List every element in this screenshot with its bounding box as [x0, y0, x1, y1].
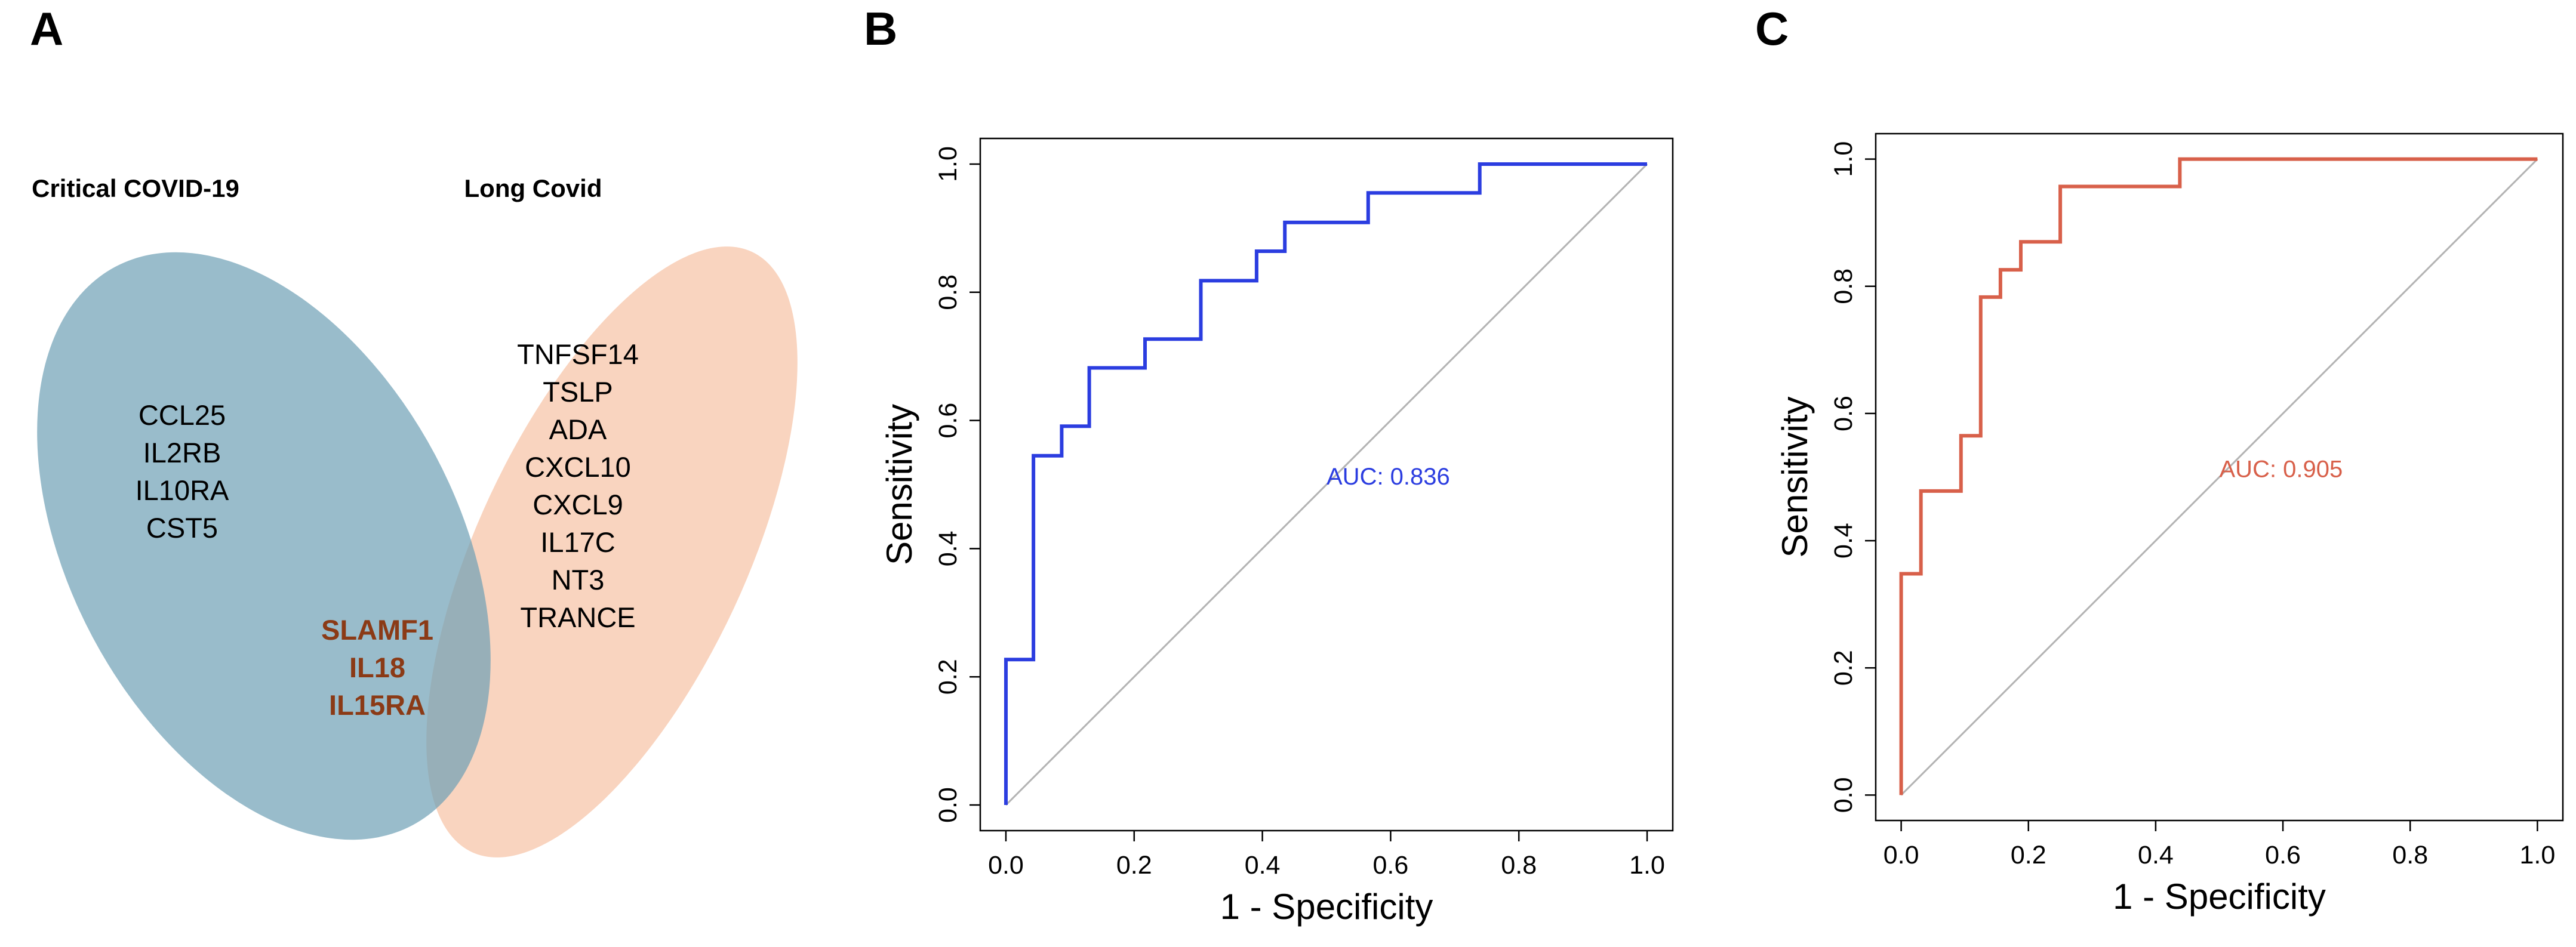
- y-tick-label: 0.6: [1829, 396, 1858, 431]
- y-tick-label: 0.8: [934, 274, 962, 310]
- venn-right-ellipse: [426, 246, 798, 857]
- venn-shared-gene: SLAMF1: [321, 614, 433, 646]
- venn-left-gene: IL2RB: [143, 437, 221, 468]
- venn-right-genes: TNFSF14 TSLP ADA CXCL10 CXCL9 IL17C NT3 …: [517, 338, 639, 633]
- x-tick-label: 1.0: [1629, 851, 1665, 880]
- roc-chart-b: 0.0 0.2 0.4 0.6 0.8 1.0 0.0 0.2 0.4 0.6 0.8 1.0 1 - …: [879, 137, 1674, 927]
- y-tick-label: 1.0: [934, 146, 962, 182]
- y-tick-label: 0.4: [1829, 523, 1858, 559]
- x-tick-label: 0.2: [2011, 841, 2046, 869]
- panel-b: B 0.0 0.2 0.4 0.6 0.8 1.0 0.0 0.2 0.4 0.6 0.8 1.0 1 …: [864, 2, 1674, 927]
- x-tick-label: 0.8: [1501, 851, 1537, 880]
- x-tick-label: 0.4: [1245, 851, 1281, 880]
- panel-c: C 0.0 0.2 0.4 0.6 0.8 1.0 0.0 0.2 0.4 0.6 0.8 1.0 1 …: [1755, 2, 2564, 917]
- auc-label: AUC: 0.836: [1327, 464, 1450, 490]
- venn-shared-genes: SLAMF1 IL18 IL15RA: [321, 614, 433, 721]
- x-tick-label: 0.6: [1373, 851, 1409, 880]
- x-tick-label: 0.6: [2265, 841, 2301, 869]
- venn-right-title: Long Covid: [464, 174, 602, 202]
- y-tick-label: 0.0: [1829, 777, 1858, 813]
- venn-left-gene: IL10RA: [136, 474, 229, 506]
- y-axis-title: Sensitivity: [879, 404, 919, 565]
- venn-right-gene: IL17C: [540, 526, 615, 558]
- venn-right-gene: NT3: [552, 564, 605, 596]
- venn-right-gene: ADA: [549, 414, 607, 445]
- x-tick-label: 0.8: [2392, 841, 2428, 869]
- x-tick-label: 0.0: [1883, 841, 1919, 869]
- venn-left-gene: CCL25: [139, 399, 226, 431]
- y-tick-label: 1.0: [1829, 141, 1858, 177]
- x-tick-label: 0.4: [2138, 841, 2174, 869]
- y-tick-label: 0.8: [1829, 269, 1858, 304]
- venn-shared-gene: IL15RA: [329, 689, 426, 721]
- venn-right-gene: TSLP: [543, 376, 613, 408]
- y-axis-title: Sensitivity: [1775, 396, 1815, 557]
- panel-a-letter: A: [30, 2, 63, 55]
- auc-label: AUC: 0.905: [2220, 456, 2343, 483]
- venn-left-genes: CCL25 IL2RB IL10RA CST5: [136, 399, 229, 544]
- venn-right-gene: TNFSF14: [517, 338, 639, 370]
- venn-left-ellipse: [37, 252, 491, 840]
- roc-curve-line: [1899, 157, 2538, 795]
- panel-c-letter: C: [1755, 2, 1789, 55]
- venn-shared-gene: IL18: [349, 652, 405, 683]
- diagonal-reference-line: [1005, 163, 1648, 806]
- venn-left-gene: CST5: [146, 512, 218, 544]
- venn-right-gene: TRANCE: [520, 601, 635, 633]
- venn-right-gene: CXCL9: [533, 489, 623, 520]
- y-tick-label: 0.4: [934, 531, 962, 567]
- panel-b-letter: B: [864, 2, 897, 55]
- roc-chart-c: 0.0 0.2 0.4 0.6 0.8 1.0 0.0 0.2 0.4 0.6 0.8 1.0 1 - …: [1775, 132, 2564, 917]
- x-axis-title: 1 - Specificity: [1220, 887, 1433, 927]
- diagonal-reference-line: [1900, 158, 2538, 796]
- y-tick-label: 0.2: [934, 659, 962, 695]
- y-tick-label: 0.2: [1829, 650, 1858, 686]
- plot-frame: [979, 137, 1674, 832]
- x-tick-label: 0.0: [988, 851, 1024, 880]
- roc-curve-line: [1004, 162, 1647, 805]
- x-tick-label: 0.2: [1116, 851, 1152, 880]
- x-tick-label: 1.0: [2519, 841, 2555, 869]
- y-tick-label: 0.6: [934, 403, 962, 439]
- x-axis-title: 1 - Specificity: [2113, 877, 2326, 917]
- venn-right-gene: CXCL10: [525, 451, 631, 483]
- venn-left-title: Critical COVID-19: [32, 174, 239, 202]
- plot-frame: [1875, 132, 2564, 822]
- y-tick-label: 0.0: [934, 787, 962, 823]
- panel-a: A Critical COVID-19 Long Covid CCL25 IL2…: [30, 2, 798, 857]
